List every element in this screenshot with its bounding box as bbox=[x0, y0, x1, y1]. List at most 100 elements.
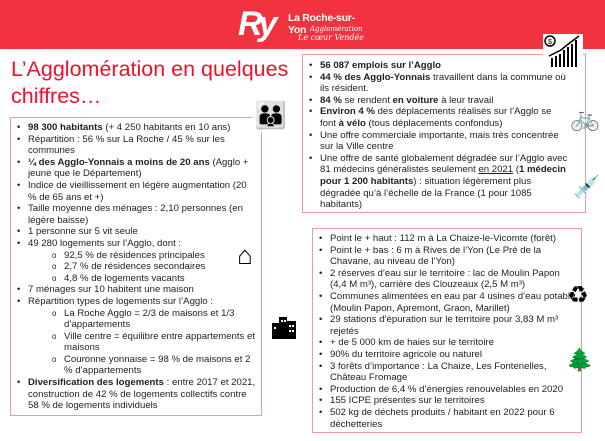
list-item: 56 087 emplois sur l’Agglo bbox=[303, 60, 569, 72]
environment-box: Point le + haut : 112 m à La Chaize-le-V… bbox=[312, 228, 582, 433]
economy-list: 56 087 emplois sur l’Agglo44 % des Agglo… bbox=[303, 55, 585, 211]
text: 155 ICPE présentes sur le territoires bbox=[330, 395, 485, 407]
text: + de 5 000 km de haies sur le territoire bbox=[330, 337, 494, 349]
text: en 2021 bbox=[478, 164, 514, 176]
text: 502 kg de déchets produits / habitant en… bbox=[330, 406, 555, 430]
list-item: 84 % se rendent en voiture à leur travai… bbox=[303, 95, 569, 107]
list-item: Répartition types de logements sur l’Agg… bbox=[11, 296, 257, 308]
population-list: 98 300 habitants (+ 4 250 habitants en 1… bbox=[11, 118, 261, 412]
bold-text: 84 % bbox=[320, 94, 342, 106]
text: 1 personne sur 5 vit seule bbox=[28, 226, 138, 238]
text: : entre 2017 et 2021, construction de 42… bbox=[28, 377, 256, 412]
list-item: Point le + haut : 112 m à La Chaize-le-V… bbox=[313, 233, 577, 245]
trees-icon: 🌲 bbox=[566, 347, 594, 372]
sub-list-item: Couronne yonnaise = 98 % de maisons et 2… bbox=[11, 354, 257, 377]
list-item: Une offre commerciale importante, mais t… bbox=[303, 130, 569, 153]
bicycle-icon: 🚲 bbox=[570, 105, 600, 132]
text: Point le + bas : 6 m à Rives de l’Yon (L… bbox=[330, 244, 542, 268]
list-item: 155 ICPE présentes sur le territoires bbox=[313, 395, 577, 407]
list-item: Environ 4 % des déplacements réalisés su… bbox=[303, 106, 569, 129]
logo: Ry La Roche-sur-Yon Agglomération Le cœu… bbox=[238, 4, 368, 46]
logo-subtitle: Agglomération bbox=[310, 25, 363, 33]
bold-text: 98 300 habitants bbox=[28, 122, 103, 133]
list-item: + de 5 000 km de haies sur le territoire bbox=[313, 337, 577, 349]
text: 3 forêts d’importance : La Chaize, Les F… bbox=[330, 360, 547, 384]
text: ) : situation légèrement plus dégradée q… bbox=[320, 175, 532, 211]
list-item: Répartition : 56 % sur La Roche / 45 % s… bbox=[11, 134, 257, 157]
text: Point le + haut : 112 m à La Chaize-le-V… bbox=[330, 233, 557, 244]
text: 49 280 logements sur l’Agglo, dont : bbox=[28, 237, 182, 249]
buildings-icon bbox=[270, 313, 298, 341]
text: 2 réserves d’eau sur le territoire : lac… bbox=[330, 267, 560, 291]
text: Taille moyenne des ménages : 2,10 person… bbox=[28, 203, 243, 226]
text: Répartition types de logements sur l’Agg… bbox=[28, 295, 214, 307]
text: 29 stations d’épuration sur le territoir… bbox=[330, 314, 559, 337]
text: 7 ménages sur 10 habitent une maison bbox=[28, 284, 194, 296]
page-title: L’Agglomération en quelques chiffres… bbox=[11, 57, 289, 108]
list-item: 1 personne sur 5 vit seule bbox=[11, 226, 257, 238]
list-item: Indice de vieillissement en légère augme… bbox=[11, 180, 257, 203]
bold-text: ¼ des Agglo-Yonnais a moins de 20 ans bbox=[28, 156, 210, 168]
text: Ville centre = équilibre entre apparteme… bbox=[64, 330, 256, 354]
list-item: 98 300 habitants (+ 4 250 habitants en 1… bbox=[11, 122, 257, 134]
logo-mark: Ry bbox=[238, 5, 278, 43]
text: Une offre de santé globalement dégradée … bbox=[320, 152, 568, 176]
growth-chart-icon: $ bbox=[543, 34, 583, 68]
bold-text: en voiture bbox=[392, 94, 439, 106]
sub-list-item: 92,5 % de résidences principales bbox=[11, 250, 257, 262]
house-icon: ⌂ bbox=[230, 240, 260, 270]
bold-text: Diversification des logements bbox=[28, 377, 164, 389]
list-item: 90% du territoire agricole ou naturel bbox=[313, 349, 577, 361]
economy-services-box: 56 087 emplois sur l’Agglo44 % des Agglo… bbox=[302, 54, 586, 213]
text: (tous déplacements confondus) bbox=[365, 117, 503, 129]
list-item: 3 forêts d’importance : La Chaize, Les F… bbox=[313, 361, 577, 384]
text: 92,5 % de résidences principales bbox=[64, 249, 205, 261]
bold-text: à vélo bbox=[338, 117, 366, 129]
list-item: Communes alimentées en eau par 4 usines … bbox=[313, 291, 577, 314]
bold-text: 1 médecin pour 1 200 habitants bbox=[320, 164, 566, 187]
text: Une offre commerciale importante, mais t… bbox=[320, 129, 559, 153]
sub-list-item: La Roche Agglo = 2/3 de maisons et 1/3 d… bbox=[11, 308, 257, 331]
bold-text: 44 % des Agglo-Yonnais bbox=[320, 71, 431, 83]
text: Production de 6,4 % d’énergies renouvela… bbox=[330, 383, 564, 395]
bold-text: 56 087 emplois sur l’Agglo bbox=[320, 60, 442, 71]
text: Couronne yonnaise = 98 % de maisons et 2… bbox=[64, 353, 251, 377]
population-housing-box: 98 300 habitants (+ 4 250 habitants en 1… bbox=[10, 117, 262, 416]
sub-list-item: Ville centre = équilibre entre apparteme… bbox=[11, 331, 257, 354]
text: se rendent bbox=[341, 94, 393, 106]
list-item: 29 stations d’épuration sur le territoir… bbox=[313, 314, 577, 337]
environment-list: Point le + haut : 112 m à La Chaize-le-V… bbox=[313, 229, 581, 430]
sub-list-item: 2,7 % de résidences secondaires bbox=[11, 261, 257, 273]
list-item: Taille moyenne des ménages : 2,10 person… bbox=[11, 203, 257, 226]
text: 90% du territoire agricole ou naturel bbox=[330, 348, 482, 360]
list-item: Production de 6,4 % d’énergies renouvela… bbox=[313, 384, 577, 396]
recycle-icon: ♻ bbox=[567, 282, 589, 309]
logo-name: La Roche-sur-Yon bbox=[288, 12, 355, 36]
text: à leur travail bbox=[438, 94, 494, 106]
list-item: Une offre de santé globalement dégradée … bbox=[303, 153, 569, 211]
list-item: 44 % des Agglo-Yonnais travaillent dans … bbox=[303, 72, 569, 95]
header-banner: Ry La Roche-sur-Yon Agglomération Le cœu… bbox=[0, 0, 605, 49]
list-item: 49 280 logements sur l’Agglo, dont : bbox=[11, 238, 257, 250]
syringe-icon: 💉 bbox=[573, 174, 601, 199]
text: des déplacements réalisés sur l’Agglo se… bbox=[320, 106, 552, 129]
family-icon: 👪 bbox=[252, 98, 290, 132]
list-item: Point le + bas : 6 m à Rives de l’Yon (L… bbox=[313, 245, 577, 268]
bold-text: Environ 4 % bbox=[320, 106, 375, 118]
list-item: ¼ des Agglo-Yonnais a moins de 20 ans (A… bbox=[11, 157, 257, 180]
text: Communes alimentées en eau par 4 usines … bbox=[330, 290, 576, 314]
svg-text:$: $ bbox=[548, 39, 552, 46]
list-item: Diversification des logements : entre 20… bbox=[11, 377, 257, 412]
text: Indice de vieillissement en légère augme… bbox=[28, 179, 247, 203]
logo-tagline: Le cœur Vendée bbox=[298, 33, 365, 42]
text: (Agglo + jeune que le Département) bbox=[28, 156, 249, 180]
list-item: 2 réserves d’eau sur le territoire : lac… bbox=[313, 268, 577, 291]
text: La Roche Agglo = 2/3 de maisons et 1/3 d… bbox=[64, 307, 235, 331]
text: 2,7 % de résidences secondaires bbox=[64, 261, 206, 273]
text: 4,8 % de logements vacants bbox=[64, 272, 185, 284]
list-item: 502 kg de déchets produits / habitant en… bbox=[313, 407, 577, 430]
text: travaillent dans la commune où ils résid… bbox=[320, 71, 566, 95]
text: Répartition : 56 % sur La Roche / 45 % s… bbox=[28, 133, 225, 157]
text: (+ 4 250 habitants en 10 ans) bbox=[102, 122, 231, 133]
list-item: 7 ménages sur 10 habitent une maison bbox=[11, 284, 257, 296]
